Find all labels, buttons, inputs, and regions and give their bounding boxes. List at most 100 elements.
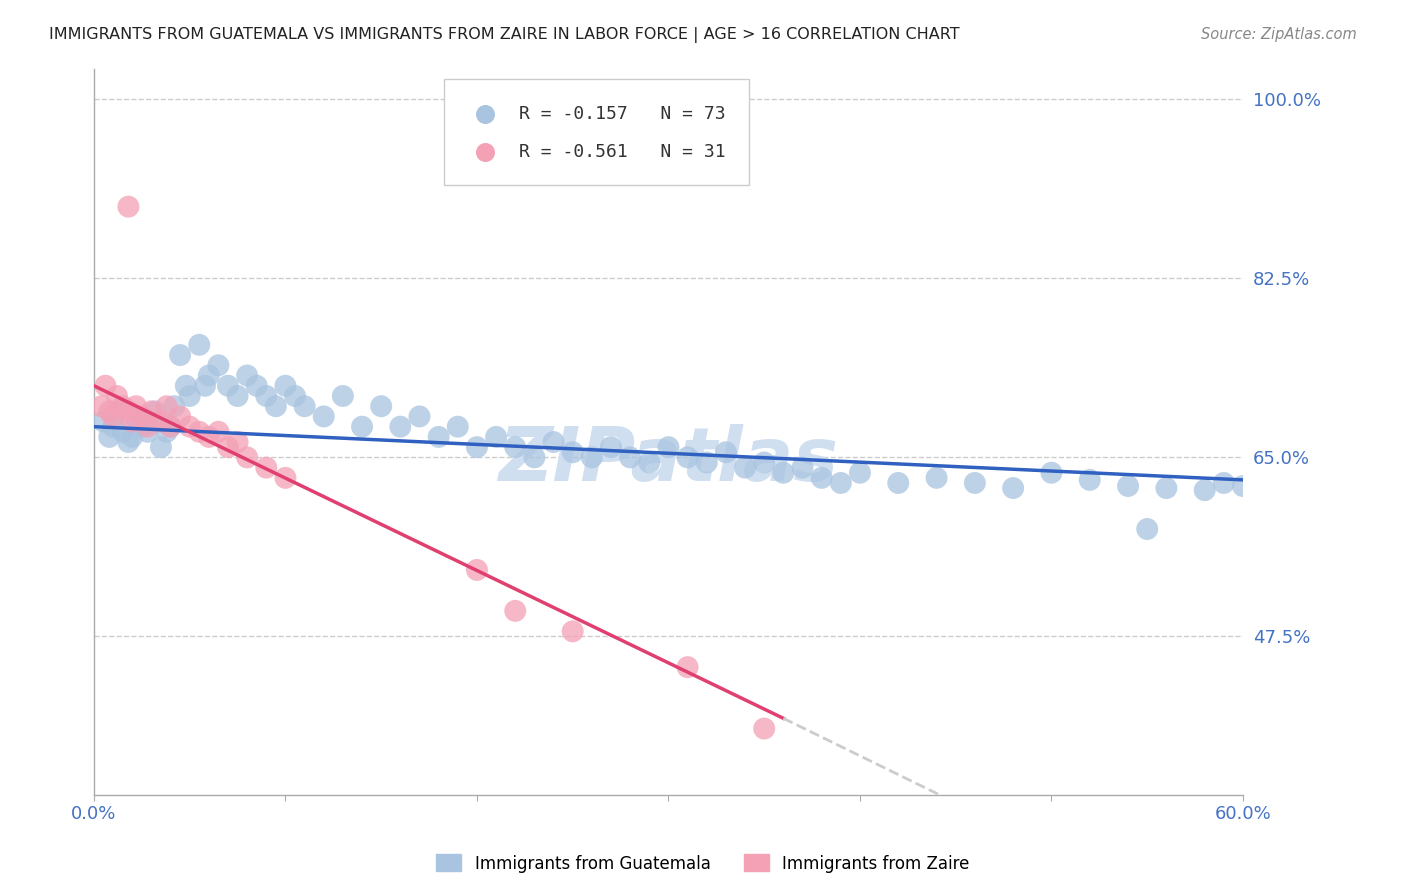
Point [1212, 475, 1234, 490]
Point [734, 157, 756, 171]
Point [90, 399, 112, 413]
Point [561, 445, 583, 459]
Point [581, 450, 603, 465]
Point [350, 419, 373, 434]
Point [389, 419, 412, 434]
Point [117, 404, 139, 418]
Point [159, 419, 181, 434]
Point [207, 359, 229, 373]
Point [254, 389, 277, 403]
Point [131, 419, 153, 434]
Point [734, 210, 756, 224]
Point [105, 404, 128, 418]
Point [543, 435, 565, 450]
Point [294, 399, 316, 413]
Point [121, 430, 143, 444]
Point [254, 460, 277, 475]
Point [226, 435, 249, 450]
Point [1232, 479, 1254, 493]
Text: R = -0.561   N = 31: R = -0.561 N = 31 [519, 143, 725, 161]
Point [465, 440, 488, 454]
Point [163, 399, 186, 413]
Point [696, 455, 718, 469]
Point [1116, 479, 1139, 493]
Point [217, 440, 239, 454]
Point [1156, 481, 1178, 495]
Point [188, 338, 211, 352]
Point [284, 389, 307, 403]
Point [925, 471, 948, 485]
Point [332, 389, 354, 403]
Point [149, 415, 172, 429]
Point [447, 419, 470, 434]
Point [734, 460, 756, 475]
Point [274, 471, 297, 485]
Point [830, 475, 852, 490]
Point [849, 466, 872, 480]
Point [101, 409, 124, 424]
Point [111, 399, 134, 413]
Point [111, 425, 134, 439]
Point [117, 200, 139, 214]
Point [136, 419, 159, 434]
Point [117, 435, 139, 450]
Point [619, 450, 641, 465]
Point [427, 430, 450, 444]
Point [149, 440, 172, 454]
Point [194, 378, 217, 392]
Point [1194, 483, 1216, 497]
Point [156, 399, 179, 413]
Point [156, 425, 179, 439]
Point [638, 455, 661, 469]
Point [810, 471, 832, 485]
Point [93, 415, 115, 429]
Point [370, 399, 392, 413]
Point [159, 419, 181, 434]
Point [236, 450, 259, 465]
Point [236, 368, 259, 383]
Point [264, 399, 287, 413]
Point [101, 419, 124, 434]
Point [136, 425, 159, 439]
Text: R = -0.157   N = 73: R = -0.157 N = 73 [519, 105, 725, 123]
Point [600, 440, 623, 454]
FancyBboxPatch shape [444, 79, 749, 185]
Point [1078, 473, 1101, 487]
Point [141, 415, 163, 429]
Point [174, 378, 197, 392]
Point [121, 415, 143, 429]
Point [887, 475, 910, 490]
Point [188, 425, 211, 439]
Point [503, 440, 526, 454]
Point [98, 430, 121, 444]
Point [179, 419, 201, 434]
Point [98, 404, 121, 418]
Point [1136, 522, 1159, 536]
Point [312, 409, 335, 424]
Point [141, 404, 163, 418]
Point [217, 378, 239, 392]
Point [198, 430, 221, 444]
Point [465, 563, 488, 577]
Point [657, 440, 679, 454]
Legend: Immigrants from Guatemala, Immigrants from Zaire: Immigrants from Guatemala, Immigrants fr… [430, 847, 976, 880]
Point [676, 450, 699, 465]
Point [179, 389, 201, 403]
Point [523, 450, 546, 465]
Point [169, 348, 191, 362]
Point [503, 604, 526, 618]
Point [1040, 466, 1063, 480]
Point [485, 430, 508, 444]
Point [207, 425, 229, 439]
Text: ZIPatlas: ZIPatlas [499, 425, 838, 498]
Point [754, 455, 776, 469]
Point [169, 409, 191, 424]
Point [754, 722, 776, 736]
Point [125, 399, 148, 413]
Point [246, 378, 269, 392]
Point [274, 378, 297, 392]
Point [143, 404, 166, 418]
Point [963, 475, 986, 490]
Point [714, 445, 737, 459]
Point [1002, 481, 1025, 495]
